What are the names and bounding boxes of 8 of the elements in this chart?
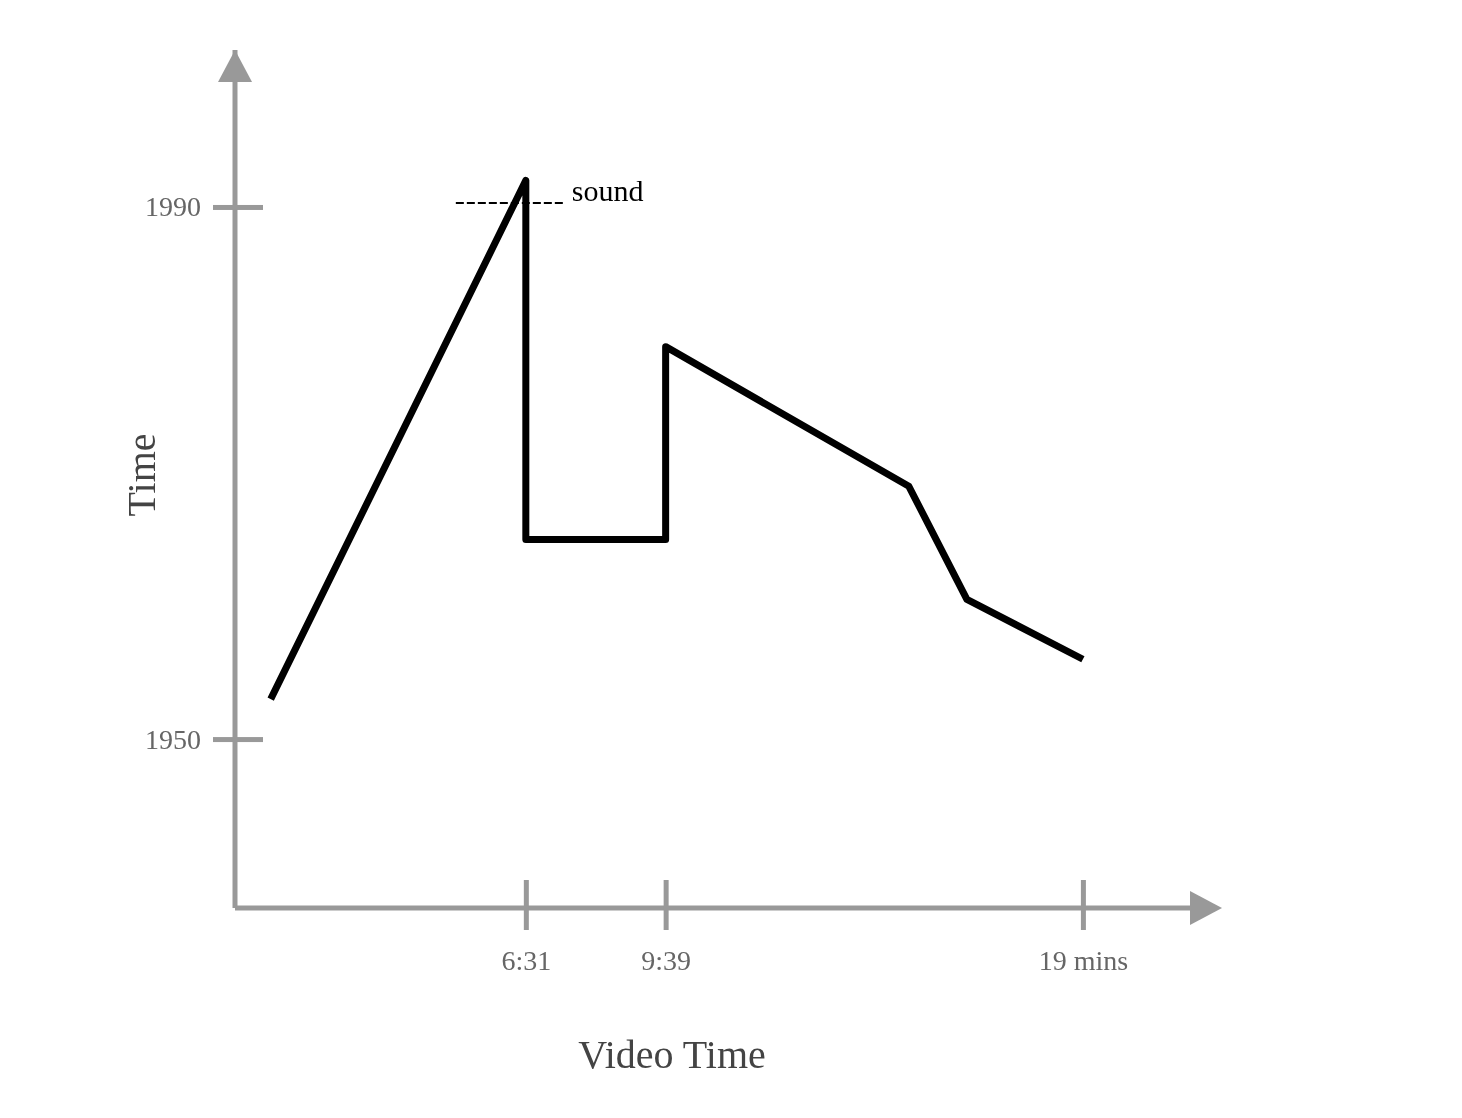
y-tick-label: 1950	[145, 723, 201, 755]
x-tick-label: 6:31	[501, 944, 552, 976]
x-tick-label: 19 mins	[1038, 944, 1129, 976]
x-tick-label: 9:39	[641, 944, 692, 976]
y-tick-label: 1990	[145, 191, 201, 223]
y-axis-title: Time	[119, 433, 164, 517]
annotation: sound	[571, 174, 644, 208]
x-axis-title: Video Time	[578, 1032, 766, 1077]
